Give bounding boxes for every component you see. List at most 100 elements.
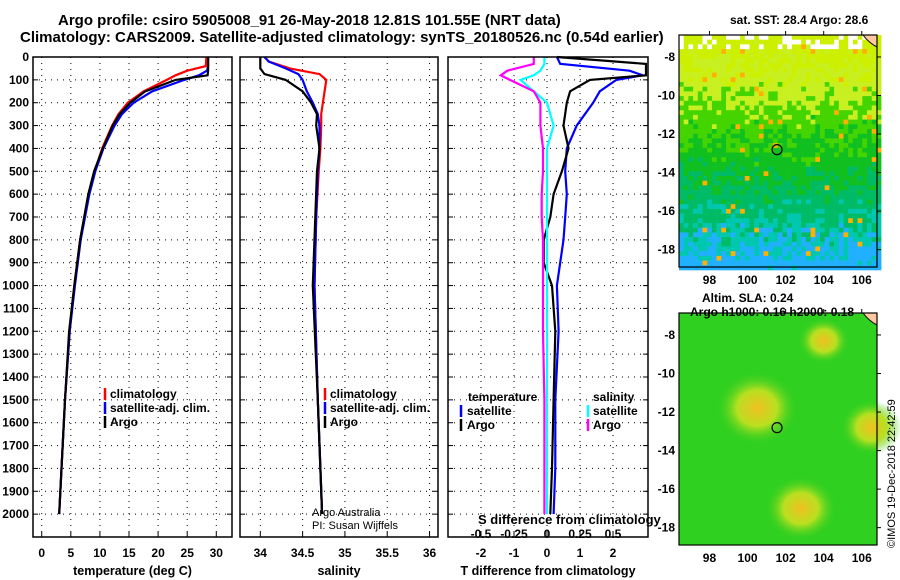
sst-cell [730,166,736,172]
sst-cell [876,96,882,102]
sst-cell [801,255,807,261]
sst-cell [824,67,830,73]
sst-cell [735,176,741,181]
sst-cell [843,147,849,153]
sst-cell [871,143,877,149]
sst-cell [857,124,863,130]
sst-cell [773,208,778,214]
sst-cell [824,58,830,64]
sst-cell [848,218,854,224]
sst-cell [763,218,769,224]
lat-tick-label: -8 [664,328,675,342]
sst-cell [834,251,840,257]
sst-cell [796,190,802,196]
sst-cell [740,67,746,73]
sst-cell [744,72,750,78]
sst-cell [796,53,802,59]
sst-cell [834,119,840,125]
sst-cell [679,119,684,125]
sst-cell [758,114,764,120]
sst-cell [693,105,699,111]
sst-cell [824,82,830,87]
sst-cell [801,218,807,224]
sst-cell [711,237,717,243]
sst-cell [867,77,872,83]
sst-cell [758,218,764,224]
sst-cell [820,241,825,247]
sst-cell [744,218,750,224]
sst-cell [744,171,750,177]
sst-cell [857,237,863,243]
sst-cell [857,129,863,134]
sst-cell [857,232,863,238]
sst-cell [726,86,731,92]
sst-cell [679,96,684,102]
sst-cell [697,53,703,59]
sst-cell [791,208,797,214]
sst-cell [688,67,694,73]
sst-cell [749,251,755,257]
sst-cell [740,223,746,228]
sst-cell [763,72,769,78]
sst-cell [857,82,863,87]
sst-cell [688,147,694,153]
lat-tick-label: -8 [664,50,675,64]
sst-cell [852,67,858,73]
sst-cell [871,218,877,224]
sst-cell [838,232,844,238]
sst-cell [829,204,835,210]
sst-cell [702,251,708,257]
sst-cell [796,114,802,120]
sst-cell [801,49,807,55]
sst-cell [777,166,783,172]
sst-cell [876,35,882,40]
sst-cell [848,180,854,186]
sst-cell [871,260,877,266]
sst-cell [688,204,694,210]
sst-cell [834,237,840,243]
sst-cell [796,199,802,205]
sst-cell [824,223,830,228]
sst-cell [801,227,807,233]
sst-cell [801,67,807,73]
sla-anomaly-blob [798,318,849,364]
sst-cell [834,49,840,55]
sst-cell [787,260,793,266]
sst-cell [754,227,760,233]
sst-cell [702,166,708,172]
sst-cell [768,176,774,181]
sst-cell [843,35,849,40]
sst-cell [683,63,689,69]
sst-cell [805,58,811,64]
sst-cell [683,180,689,186]
sst-cell [876,180,882,186]
sst-cell [857,138,863,144]
sst-cell [740,204,746,210]
sst-cell [744,227,750,233]
sst-cell [801,91,807,97]
sst-cell [876,119,882,125]
sst-cell [791,72,797,78]
sst-cell [852,251,858,257]
sst-cell [735,44,741,50]
sst-cell [702,114,708,120]
sst-cell [834,44,840,50]
sst-cell [726,166,731,172]
sst-cell [777,91,783,97]
sst-cell [805,176,811,181]
sst-cell [834,100,840,106]
sst-cell [744,91,750,97]
sst-cell [740,161,746,167]
sst-cell [820,86,825,92]
sst-cell [834,152,840,158]
sst-cell [688,152,694,158]
sst-cell [716,44,722,50]
sst-cell [679,39,684,45]
sst-cell [773,44,778,50]
sst-cell [726,246,731,252]
sst-cell [702,110,708,116]
sst-cell [801,138,807,144]
sst-cell [740,190,746,196]
sst-cell [782,96,788,102]
lon-tick-label: 102 [776,551,796,565]
